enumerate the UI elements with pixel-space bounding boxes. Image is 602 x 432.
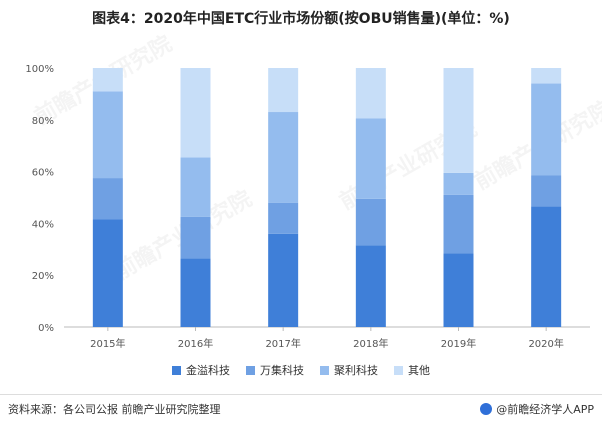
y-tick-label: 40%	[32, 219, 54, 230]
bar-segment	[531, 175, 562, 207]
legend-swatch	[172, 365, 181, 375]
y-tick-label: 80%	[32, 116, 54, 127]
legend-swatch	[320, 365, 329, 375]
bar-segment	[443, 194, 474, 254]
chart-legend: 金溢科技 万集科技 聚利科技 其他	[0, 362, 602, 378]
y-tick-label: 100%	[25, 64, 54, 75]
bar-segment	[92, 68, 123, 92]
legend-item: 金溢科技	[172, 362, 230, 378]
bar-segment	[355, 118, 386, 199]
axis-layer: 0% 20% 40% 60% 80% 100% 2015年 2016年 2017年 2018年 20…	[25, 64, 590, 350]
footer: 资料来源：各公司公报 前瞻产业研究院整理 @前瞻经济学人APP	[0, 394, 602, 419]
x-tick-label: 2016年	[178, 337, 213, 350]
x-tick-label: 2015年	[90, 337, 125, 350]
bar-segment	[268, 112, 299, 203]
stacked-bar-chart: 前瞻产业研究院前瞻产业研究院前瞻产业研究院前瞻产业研究院 0%20%40%60%…	[25, 31, 602, 350]
legend-item: 其他	[394, 362, 430, 378]
x-tick-label: 2019年	[441, 337, 476, 350]
bar-segment	[268, 68, 299, 113]
bar-segment	[268, 202, 299, 234]
brand-text: @前瞻经济学人APP	[496, 403, 594, 416]
bar-segment	[92, 219, 123, 327]
bar-layer	[92, 68, 562, 327]
legend-swatch	[246, 365, 255, 375]
bar-segment	[355, 198, 386, 246]
y-tick-label: 0%	[38, 323, 54, 334]
brand-credit: @前瞻经济学人APP	[480, 401, 594, 417]
bar-segment	[92, 178, 123, 220]
y-tick-label: 60%	[32, 168, 54, 179]
x-tick-label: 2018年	[353, 337, 388, 350]
bar-segment	[531, 68, 562, 84]
bar-segment	[355, 68, 386, 119]
brand-logo-icon	[480, 403, 493, 415]
bar-segment	[180, 216, 211, 259]
source-note: 资料来源：各公司公报 前瞻产业研究院整理	[8, 403, 221, 416]
y-tick-label: 20%	[32, 271, 54, 282]
legend-swatch	[394, 365, 403, 375]
x-tick-label: 2017年	[265, 337, 300, 350]
bar-segment	[92, 91, 123, 179]
bar-segment	[531, 83, 562, 176]
bar-segment	[443, 172, 474, 195]
legend-label: 万集科技	[260, 364, 304, 377]
chart-title: 图表4：2020年中国ETC行业市场份额(按OBU销售量)(单位：%)	[92, 11, 510, 27]
legend-label: 聚利科技	[334, 364, 378, 377]
legend-item: 万集科技	[246, 362, 304, 378]
bar-segment	[180, 258, 211, 327]
bar-segment	[180, 68, 211, 158]
legend-item: 聚利科技	[320, 362, 378, 378]
x-tick-label: 2020年	[528, 337, 563, 350]
bar-segment	[531, 206, 562, 327]
legend-label: 金溢科技	[186, 364, 230, 377]
legend-label: 其他	[408, 364, 430, 377]
bar-segment	[268, 233, 299, 327]
bar-segment	[180, 157, 211, 217]
bar-segment	[443, 68, 474, 173]
bar-segment	[355, 245, 386, 327]
bar-segment	[443, 253, 474, 327]
